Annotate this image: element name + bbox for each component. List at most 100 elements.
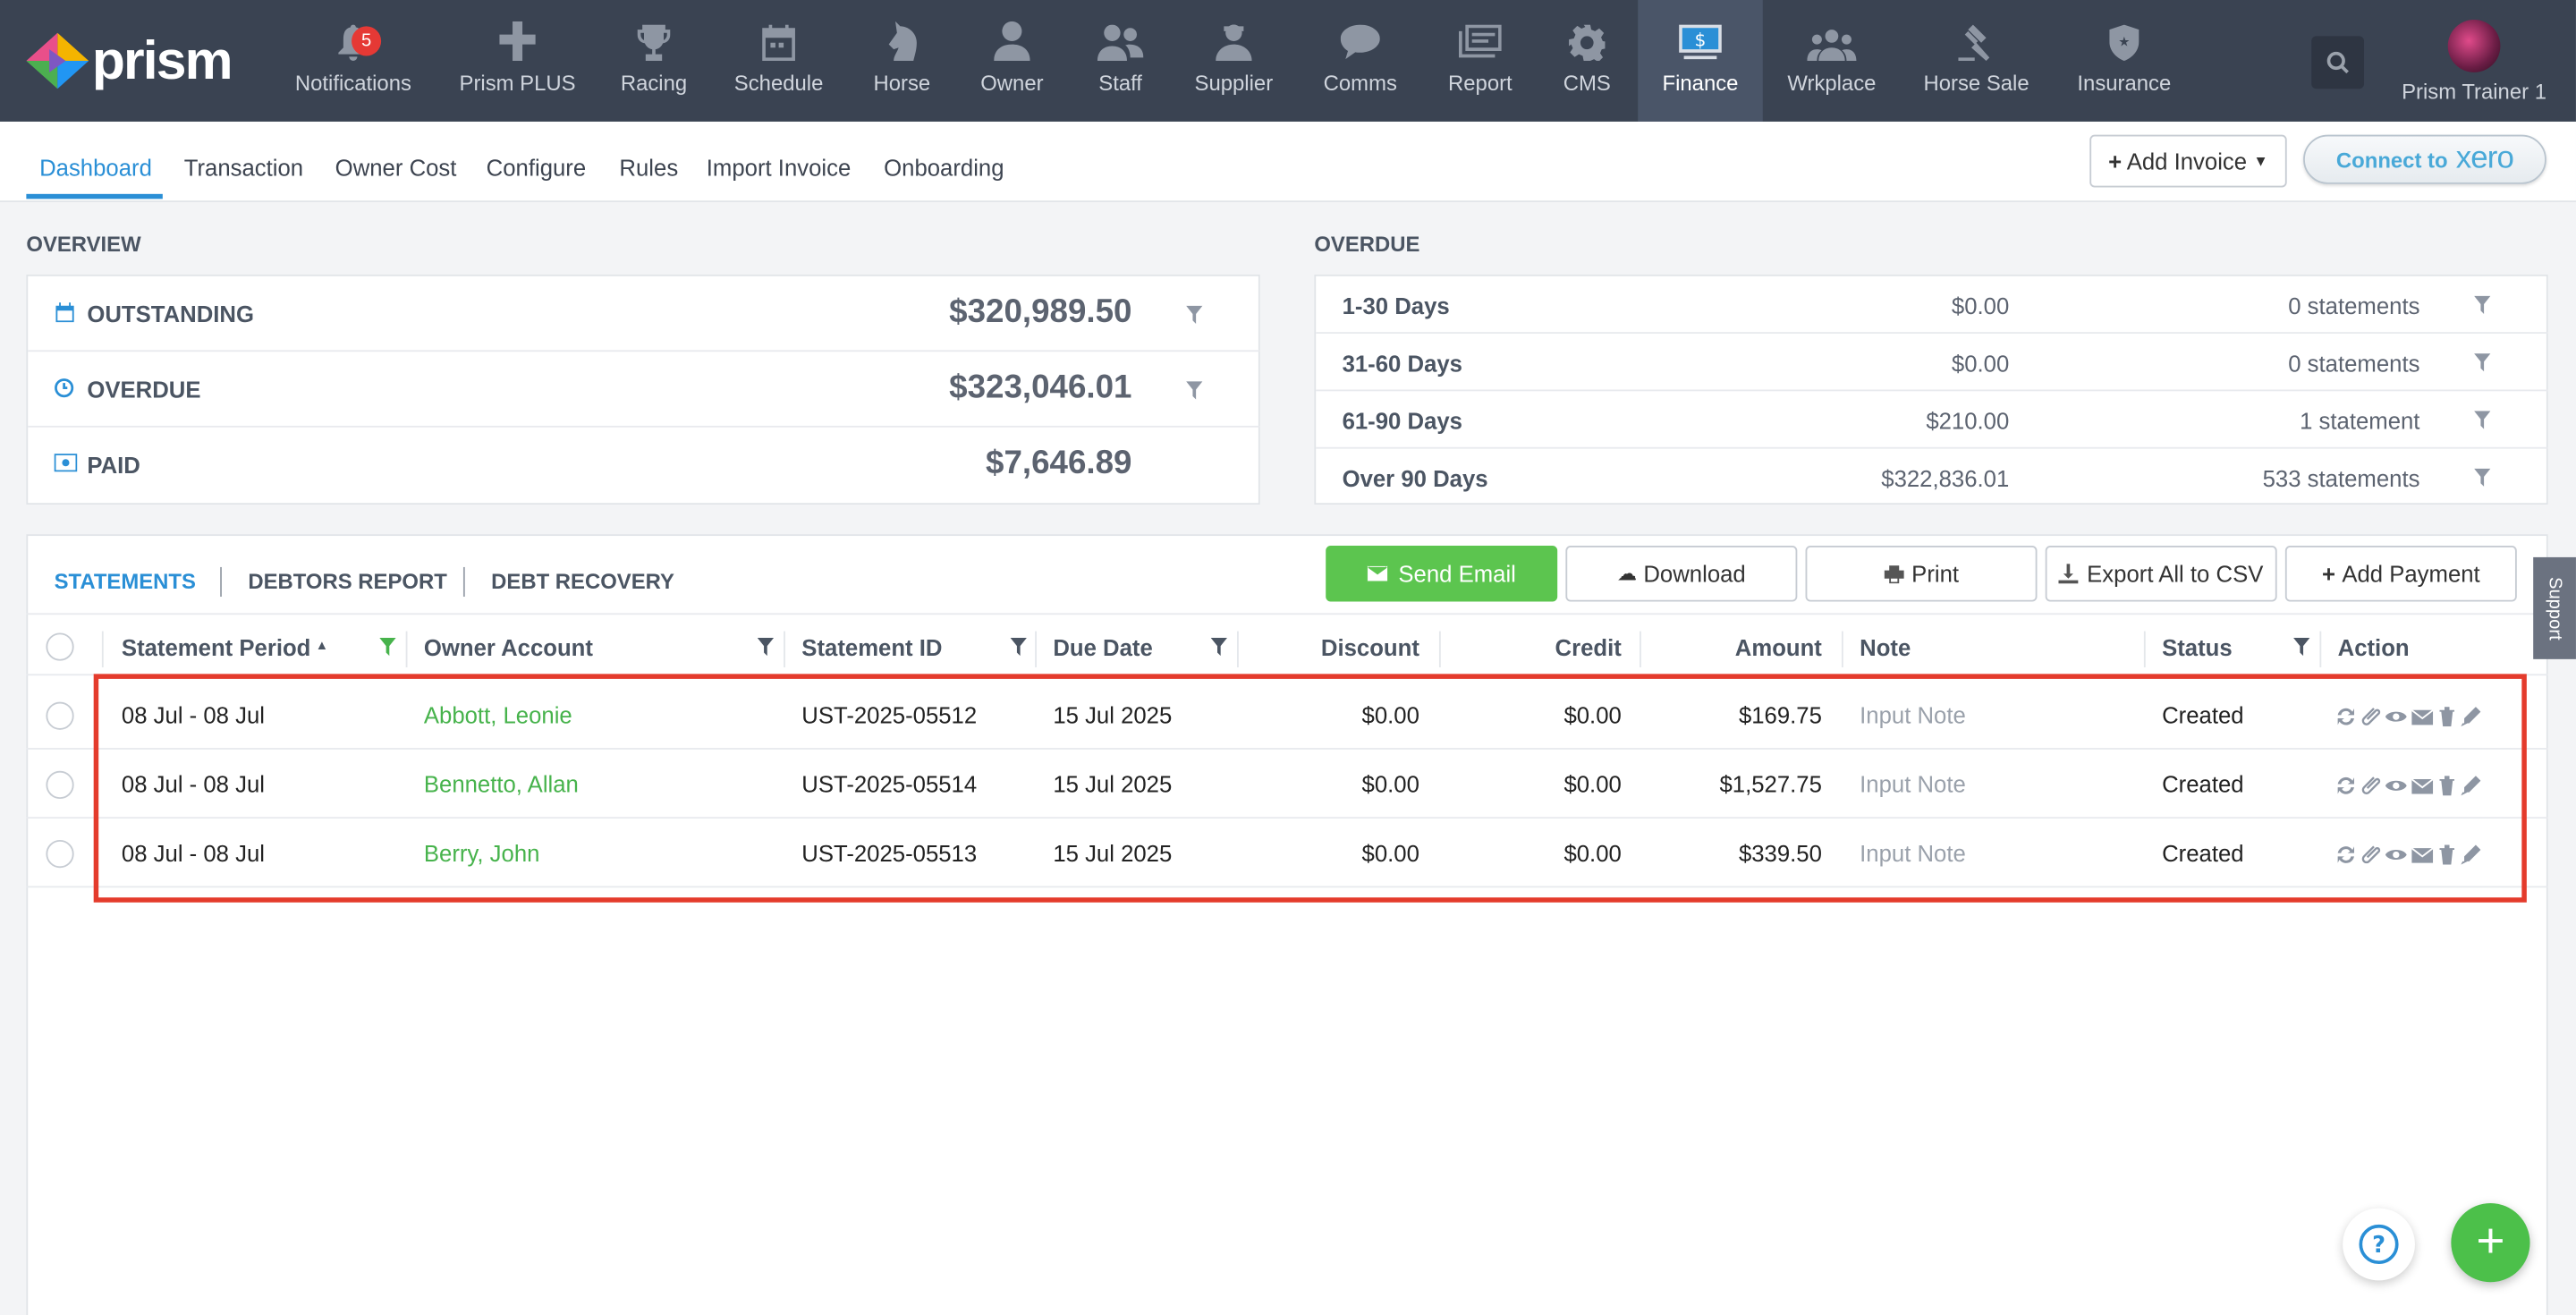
trash-icon[interactable] <box>2438 705 2456 731</box>
col-amount[interactable]: Amount <box>1734 634 1822 661</box>
note-input[interactable]: Input Note <box>1860 770 1966 798</box>
filter-icon[interactable] <box>757 637 775 657</box>
row-checkbox[interactable] <box>46 770 74 800</box>
envelope-icon[interactable] <box>2411 705 2434 731</box>
calendar-icon <box>762 24 795 61</box>
filter-active-icon[interactable] <box>379 637 396 657</box>
sort-asc-icon[interactable]: ▲ <box>315 637 329 653</box>
col-statement-period[interactable]: Statement Period <box>121 634 311 661</box>
tab-configure[interactable]: Configure <box>486 154 587 182</box>
nav-notifications[interactable]: 5 Notifications <box>271 0 436 122</box>
cell-credit: $0.00 <box>1563 701 1622 729</box>
note-input[interactable]: Input Note <box>1860 839 1966 867</box>
eye-icon[interactable] <box>2385 705 2407 731</box>
col-credit[interactable]: Credit <box>1555 634 1622 661</box>
nav-supplier[interactable]: Supplier <box>1172 0 1297 122</box>
tab-dashboard[interactable]: Dashboard <box>39 154 152 182</box>
filter-icon[interactable] <box>2474 353 2491 372</box>
table-row[interactable]: 08 Jul - 08 Jul Berry, John UST-2025-055… <box>26 819 2548 888</box>
pencil-icon[interactable] <box>2461 705 2481 731</box>
eye-icon[interactable] <box>2385 774 2407 800</box>
nav-staff[interactable]: Staff <box>1070 0 1172 122</box>
tab-rules[interactable]: Rules <box>619 154 679 182</box>
pencil-icon[interactable] <box>2461 774 2481 800</box>
tab-transaction[interactable]: Transaction <box>183 154 304 182</box>
owner-link[interactable]: Berry, John <box>423 839 540 867</box>
send-email-button[interactable]: Send Email <box>1326 546 1558 602</box>
tab-debtors-report[interactable]: DEBTORS REPORT <box>248 568 447 594</box>
envelope-icon[interactable] <box>2411 844 2434 870</box>
owner-link[interactable]: Bennetto, Allan <box>423 770 579 798</box>
refresh-icon[interactable] <box>2336 844 2356 870</box>
user-menu[interactable]: Prism Trainer 1 <box>2392 13 2556 104</box>
attach-icon[interactable] <box>2360 774 2381 800</box>
nav-cms[interactable]: CMS <box>1536 0 1638 122</box>
col-status[interactable]: Status <box>2162 634 2233 661</box>
col-note[interactable]: Note <box>1860 634 1911 661</box>
nav-schedule[interactable]: Schedule <box>708 0 850 122</box>
note-input[interactable]: Input Note <box>1860 701 1966 729</box>
table-row[interactable]: 08 Jul - 08 Jul Bennetto, Allan UST-2025… <box>26 750 2548 819</box>
help-button[interactable]: ? <box>2343 1208 2415 1281</box>
envelope-icon[interactable] <box>2411 774 2434 800</box>
tab-owner-cost[interactable]: Owner Cost <box>335 154 457 182</box>
nav-racing[interactable]: Racing <box>599 0 708 122</box>
cell-due-date: 15 Jul 2025 <box>1053 770 1173 798</box>
eye-icon[interactable] <box>2385 844 2407 870</box>
cell-status: Created <box>2162 839 2244 867</box>
nav-horse[interactable]: Horse <box>850 0 955 122</box>
filter-icon[interactable] <box>1186 305 1203 324</box>
col-discount[interactable]: Discount <box>1320 634 1419 661</box>
prism-logo[interactable]: prism <box>0 0 271 122</box>
filter-icon[interactable] <box>1186 381 1203 400</box>
filter-icon[interactable] <box>2474 295 2491 314</box>
tab-statements[interactable]: STATEMENTS <box>54 568 196 594</box>
nav-report[interactable]: Report <box>1424 0 1536 122</box>
col-statement-id[interactable]: Statement ID <box>801 634 943 661</box>
filter-icon[interactable] <box>1010 637 1027 657</box>
overdue-title: OVERDUE <box>1314 232 1420 257</box>
trash-icon[interactable] <box>2438 844 2456 870</box>
nav-owner[interactable]: Owner <box>954 0 1070 122</box>
nav-insurance[interactable]: ★ Insurance <box>2052 0 2197 122</box>
row-actions <box>2336 774 2481 800</box>
filter-icon[interactable] <box>2474 411 2491 429</box>
select-all-checkbox[interactable] <box>46 632 74 661</box>
filter-icon[interactable] <box>1210 637 1228 657</box>
attach-icon[interactable] <box>2360 705 2381 731</box>
nav-finance[interactable]: $ Finance <box>1638 0 1763 122</box>
col-due-date[interactable]: Due Date <box>1053 634 1153 661</box>
nav-comms[interactable]: Comms <box>1296 0 1424 122</box>
fab-add-button[interactable]: + <box>2451 1203 2530 1283</box>
send-email-label: Send Email <box>1398 560 1516 587</box>
global-search-button[interactable] <box>2311 36 2365 89</box>
filter-icon[interactable] <box>2474 468 2491 487</box>
overdue-bucket-count: 1 statement <box>2300 407 2420 435</box>
tab-debt-recovery[interactable]: DEBT RECOVERY <box>491 568 674 594</box>
owner-link[interactable]: Abbott, Leonie <box>423 701 572 729</box>
connect-xero-button[interactable]: Connect to xero <box>2303 134 2546 184</box>
trash-icon[interactable] <box>2438 774 2456 800</box>
support-tab[interactable]: Support <box>2533 556 2576 659</box>
nav-wrkplace[interactable]: Wrkplace <box>1763 0 1901 122</box>
export-csv-button[interactable]: Export All to CSV <box>2045 546 2277 602</box>
add-invoice-button[interactable]: + Add Invoice ▼ <box>2089 134 2287 188</box>
tab-onboarding[interactable]: Onboarding <box>884 154 1004 182</box>
row-checkbox[interactable] <box>46 701 74 730</box>
col-owner-account[interactable]: Owner Account <box>423 634 593 661</box>
add-payment-button[interactable]: + Add Payment <box>2284 546 2517 602</box>
nav-horse-sale[interactable]: Horse Sale <box>1901 0 2052 122</box>
pencil-icon[interactable] <box>2461 844 2481 870</box>
print-button[interactable]: Print <box>1805 546 2038 602</box>
tab-import-invoice[interactable]: Import Invoice <box>706 154 852 182</box>
filter-icon[interactable] <box>2293 637 2310 657</box>
paid-value: $7,646.89 <box>986 445 1132 482</box>
cell-discount: $0.00 <box>1361 701 1419 729</box>
refresh-icon[interactable] <box>2336 705 2356 731</box>
table-row[interactable]: 08 Jul - 08 Jul Abbott, Leonie UST-2025-… <box>26 681 2548 750</box>
nav-prism-plus[interactable]: Prism PLUS <box>436 0 600 122</box>
attach-icon[interactable] <box>2360 844 2381 870</box>
refresh-icon[interactable] <box>2336 774 2356 800</box>
row-checkbox[interactable] <box>46 839 74 869</box>
download-button[interactable]: ☁ Download <box>1565 546 1798 602</box>
